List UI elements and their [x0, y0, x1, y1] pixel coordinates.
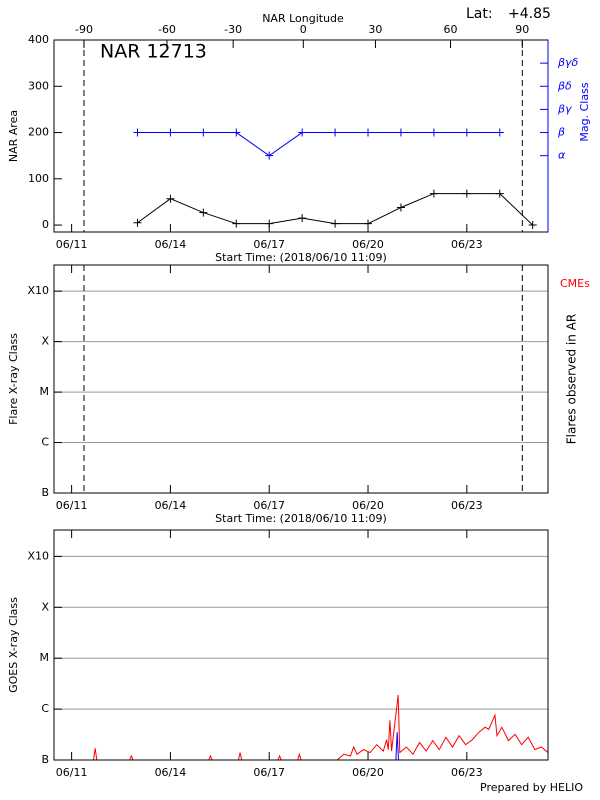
- point-marker: [396, 203, 405, 212]
- point-marker: [133, 218, 142, 227]
- x2-tick-label: -90: [75, 23, 93, 36]
- x-tick-label: 06/20: [352, 238, 384, 251]
- lat-value: +4.85: [508, 6, 551, 22]
- plot-frame: [53, 264, 549, 494]
- y-tick-label: X10: [27, 284, 49, 297]
- y2-tick-label: βγ: [557, 102, 572, 115]
- x-axis-label: Start Time: (2018/06/10 11:09): [215, 512, 387, 525]
- point-marker: [528, 221, 537, 230]
- x-tick-label: 06/14: [155, 766, 187, 779]
- x-tick-label: 06/17: [253, 499, 285, 512]
- point-marker: [462, 189, 471, 198]
- x-tick-label: 06/23: [451, 499, 483, 512]
- lat-label: Lat:: [466, 6, 493, 22]
- x-tick-label: 06/20: [352, 766, 384, 779]
- y-tick-label: C: [41, 702, 49, 715]
- y2-axis-label: Mag. Class: [578, 82, 591, 141]
- y-tick-label: C: [41, 436, 49, 449]
- y-tick-label: X10: [27, 549, 49, 562]
- y-tick-label: M: [40, 385, 50, 398]
- point-marker: [199, 208, 208, 217]
- point-marker: [462, 128, 471, 137]
- point-marker: [429, 189, 438, 198]
- y-tick-label: 200: [28, 126, 49, 139]
- series-line: [137, 132, 500, 157]
- y2-tick-label: βγδ: [557, 56, 579, 69]
- x-tick-label: 06/20: [352, 499, 384, 512]
- point-marker: [331, 219, 340, 228]
- y-tick-label: B: [41, 753, 49, 766]
- x-tick-label: 06/11: [56, 766, 88, 779]
- x-tick-label: 06/23: [451, 766, 483, 779]
- y2-tick-label: α: [558, 149, 566, 162]
- y2-axis-label: Flares observed in AR: [565, 314, 579, 444]
- y-tick-label: 300: [28, 79, 49, 92]
- point-marker: [364, 128, 373, 137]
- y-tick-label: X: [41, 600, 49, 613]
- y-tick-label: 100: [28, 172, 49, 185]
- y2-tick-label: β: [557, 126, 565, 139]
- y-axis-label: GOES X-ray Class: [7, 597, 20, 693]
- point-marker: [232, 219, 241, 228]
- y-tick-label: 400: [28, 33, 49, 46]
- point-marker: [495, 128, 504, 137]
- point-marker: [199, 128, 208, 137]
- x2-axis-label: NAR Longitude: [262, 12, 344, 25]
- y-tick-label: B: [41, 486, 49, 499]
- point-marker: [133, 128, 142, 137]
- point-marker: [396, 128, 405, 137]
- series-line: [395, 732, 399, 761]
- point-marker: [265, 151, 274, 160]
- point-marker: [364, 219, 373, 228]
- x2-tick-label: 60: [444, 23, 458, 36]
- y-tick-label: M: [40, 651, 50, 664]
- point-marker: [166, 128, 175, 137]
- x2-tick-label: -60: [158, 23, 176, 36]
- point-marker: [331, 128, 340, 137]
- x-tick-label: 06/11: [56, 499, 88, 512]
- y-axis-label: NAR Area: [7, 110, 20, 162]
- footer: Prepared by HELIO: [480, 781, 583, 794]
- y-tick-label: 0: [42, 218, 49, 231]
- y-axis-label: Flare X-ray Class: [7, 333, 20, 425]
- x-tick-label: 06/23: [451, 238, 483, 251]
- panel-title: NAR 12713: [100, 41, 207, 63]
- point-marker: [429, 128, 438, 137]
- point-marker: [265, 219, 274, 228]
- x-tick-label: 06/17: [253, 238, 285, 251]
- point-marker: [232, 128, 241, 137]
- x-tick-label: 06/14: [155, 499, 187, 512]
- cme-label: CMEs: [560, 277, 590, 290]
- x-axis-label: Start Time: (2018/06/10 11:09): [215, 251, 387, 264]
- point-marker: [495, 189, 504, 198]
- x-tick-label: 06/14: [155, 238, 187, 251]
- x2-tick-label: -30: [224, 23, 242, 36]
- y2-tick-label: βδ: [557, 79, 572, 92]
- point-marker: [298, 128, 307, 137]
- point-marker: [166, 194, 175, 203]
- plot-frame: [53, 529, 549, 761]
- point-marker: [298, 214, 307, 223]
- x-tick-label: 06/17: [253, 766, 285, 779]
- x2-tick-label: 90: [515, 23, 529, 36]
- x-tick-label: 06/11: [56, 238, 88, 251]
- x2-tick-label: 0: [300, 23, 307, 36]
- x2-tick-label: 30: [368, 23, 382, 36]
- y-tick-label: X: [41, 335, 49, 348]
